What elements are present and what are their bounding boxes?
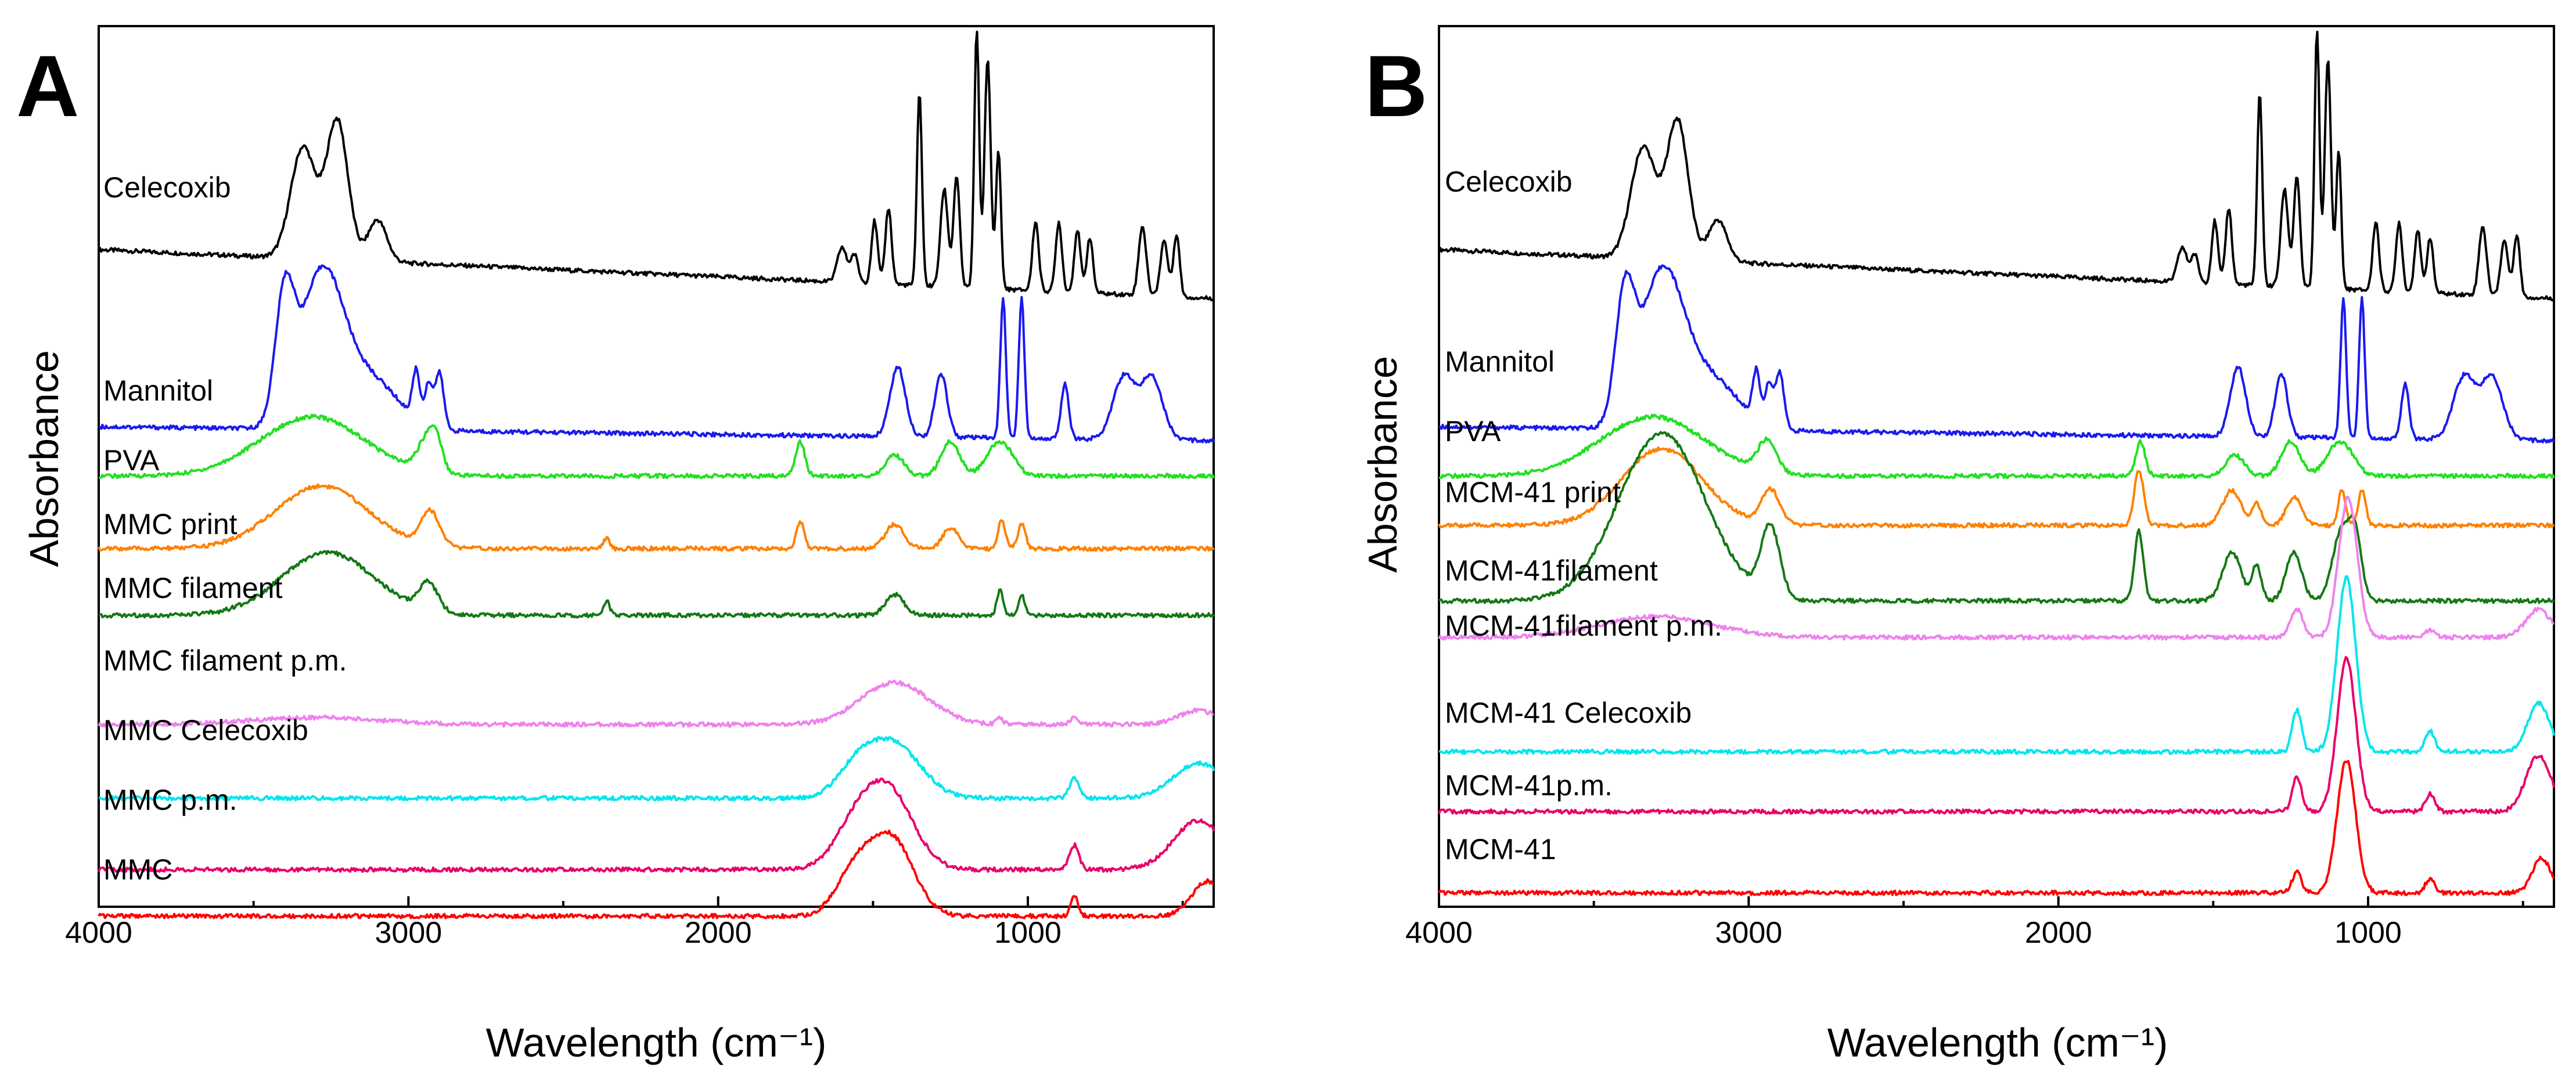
panel-b-x-ticks: 4000 3000 2000 1000	[1405, 896, 2524, 950]
curve-label: MCM-41 Celecoxib	[1445, 697, 1692, 729]
panel-b-x-axis-title: Wavelength (cm⁻¹)	[1827, 1020, 2168, 1065]
curve-label: MCM-41filament p.m.	[1445, 610, 1722, 642]
panel-b: B Absorbance Wavelength (cm⁻¹) 4000 3000 2…	[1360, 25, 2555, 1065]
panel-a-curve-labels: Celecoxib Mannitol PVA MMC print MMC filamen…	[103, 171, 347, 886]
spectrum-line-mmc-filament	[98, 550, 1215, 619]
curve-label: Mannitol	[103, 374, 213, 407]
spectrum-line-mcm-41filament	[1438, 431, 2555, 604]
curve-label: PVA	[103, 444, 160, 477]
x-tick-label: 1000	[2334, 916, 2402, 950]
panel-a-y-axis-title: Absorbance	[21, 350, 67, 567]
x-tick-label: 3000	[1715, 916, 1782, 950]
curve-label: MMC print	[103, 508, 238, 540]
panel-b-curve-labels: Celecoxib Mannitol PVA MCM-41 print MCM-41fi…	[1445, 165, 1722, 866]
spectrum-line-mmc	[98, 829, 1214, 920]
curve-label: MCM-41 print	[1445, 476, 1621, 509]
panel-b-traces	[1438, 30, 2555, 896]
spectrum-line-mannitol	[98, 264, 1215, 444]
curve-label: MCM-41p.m.	[1445, 769, 1613, 802]
curve-label: MMC Celecoxib	[103, 714, 308, 747]
spectrum-line-pva	[1438, 413, 2555, 479]
spectrum-line-mcm-41filament-p-m-	[1438, 495, 2555, 641]
spectrum-line-mannitol	[1438, 264, 2555, 444]
panel-a-x-ticks: 4000 3000 2000 1000	[65, 896, 1184, 950]
curve-label: Mannitol	[1445, 345, 1555, 378]
panel-a: A Absorbance Wavelength (cm⁻¹) 4000 3000 2…	[16, 25, 1215, 1065]
spectrum-line-mcm-41	[1438, 760, 2555, 896]
panel-a-frame	[98, 25, 1215, 908]
spectrum-line-mmc-filament-p-m-	[98, 679, 1214, 728]
spectrum-line-mcm-41-print	[1438, 446, 2555, 529]
curve-label: MMC filament p.m.	[103, 644, 347, 677]
x-tick-label: 3000	[375, 916, 442, 950]
panel-b-frame	[1438, 25, 2555, 908]
x-tick-label: 4000	[65, 916, 132, 950]
curve-label: MMC filament	[103, 572, 282, 604]
spectrum-line-mmc-p-m-	[98, 777, 1215, 873]
spectrum-line-mcm-41p-m-	[1438, 656, 2555, 815]
spectrum-line-mcm-41-celecoxib	[1438, 575, 2555, 755]
curve-label: MMC p.m.	[103, 784, 238, 816]
panel-a-x-axis-title: Wavelength (cm⁻¹)	[486, 1020, 827, 1065]
spectrum-line-celecoxib	[98, 30, 1215, 302]
curve-label: PVA	[1445, 415, 1501, 448]
curve-label: Celecoxib	[1445, 165, 1573, 198]
x-tick-label: 1000	[994, 916, 1062, 950]
curve-label: Celecoxib	[103, 171, 231, 204]
curve-label: MMC	[103, 853, 172, 886]
curve-label: MCM-41	[1445, 833, 1556, 866]
spectrum-line-pva	[98, 413, 1215, 479]
spectrum-line-celecoxib	[1438, 30, 2555, 302]
spectrum-line-mmc-print	[98, 483, 1215, 552]
x-tick-label: 2000	[685, 916, 752, 950]
panel-a-traces	[98, 30, 1215, 920]
curve-label: MCM-41filament	[1445, 554, 1658, 587]
x-tick-label: 2000	[2025, 916, 2092, 950]
panel-a-letter: A	[16, 37, 79, 135]
x-tick-label: 4000	[1405, 916, 1473, 950]
panel-b-y-axis-title: Absorbance	[1360, 356, 1405, 573]
spectrum-line-mmc-celecoxib	[98, 736, 1215, 802]
panel-b-letter: B	[1365, 37, 1427, 135]
